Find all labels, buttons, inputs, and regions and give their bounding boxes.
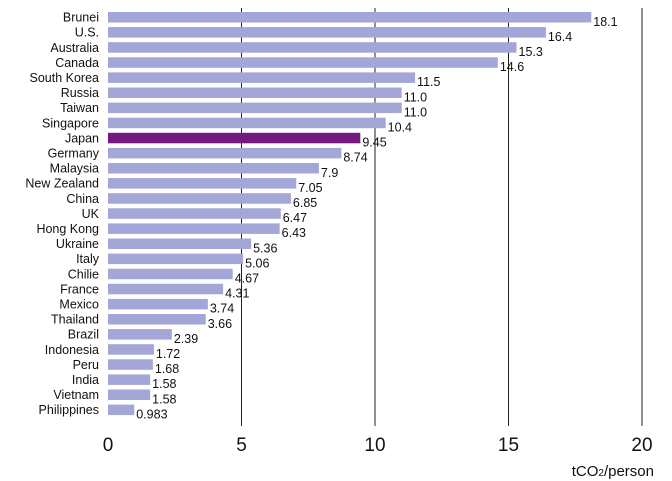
bar-ukraine xyxy=(108,238,252,249)
category-label-ukraine: Ukraine xyxy=(56,237,99,251)
bar-hong-kong xyxy=(108,223,280,234)
bar-series xyxy=(108,12,592,416)
category-label-south-korea: South Korea xyxy=(30,71,100,85)
bar-singapore xyxy=(108,117,386,129)
bar-new-zealand xyxy=(108,178,297,189)
category-label-italy: Italy xyxy=(76,252,100,266)
category-label-germany: Germany xyxy=(48,146,100,160)
category-label-thailand: Thailand xyxy=(51,313,99,327)
category-label-u-s-: U.S. xyxy=(75,26,99,40)
category-label-taiwan: Taiwan xyxy=(60,101,99,115)
value-label-china: 6.85 xyxy=(293,196,317,210)
bar-australia xyxy=(108,42,517,53)
bar-indonesia xyxy=(108,344,154,355)
bar-u-s- xyxy=(108,27,546,38)
bar-vietnam xyxy=(108,389,151,400)
value-label-france: 4.31 xyxy=(225,287,249,301)
bar-malaysia xyxy=(108,163,319,174)
x-tick-labels: 0 5 10 15 20 xyxy=(103,435,653,456)
bar-mexico xyxy=(108,298,208,310)
category-label-vietnam: Vietnam xyxy=(53,388,99,402)
bar-philippines xyxy=(108,404,135,416)
x-tick-label-15: 15 xyxy=(498,435,519,456)
value-label-russia: 11.0 xyxy=(404,90,427,104)
x-tick-label-5: 5 xyxy=(236,435,247,456)
x-axis-unit-label: tCO2/person xyxy=(572,463,654,480)
category-label-brunei: Brunei xyxy=(63,11,99,25)
bar-japan xyxy=(108,132,361,144)
bar-brazil xyxy=(108,329,172,340)
value-labels: 18.116.415.314.611.511.011.010.49.458.74… xyxy=(136,15,617,422)
category-label-peru: Peru xyxy=(73,358,99,372)
category-label-mexico: Mexico xyxy=(59,297,99,311)
value-label-taiwan: 11.0 xyxy=(404,105,427,119)
bar-india xyxy=(108,374,151,385)
category-label-indonesia: Indonesia xyxy=(45,343,99,357)
category-label-malaysia: Malaysia xyxy=(50,162,99,176)
x-tick-label-20: 20 xyxy=(631,435,652,456)
value-label-uk: 6.47 xyxy=(283,211,307,225)
x-tick-label-10: 10 xyxy=(364,435,385,456)
category-label-singapore: Singapore xyxy=(42,116,99,130)
value-label-malaysia: 7.9 xyxy=(321,166,338,180)
value-label-indonesia: 1.72 xyxy=(156,347,180,361)
bar-peru xyxy=(108,359,153,370)
bar-germany xyxy=(108,147,342,159)
category-label-new-zealand: New Zealand xyxy=(25,177,99,191)
value-label-india: 1.58 xyxy=(152,377,176,391)
bar-south-korea xyxy=(108,72,416,83)
category-label-japan: Japan xyxy=(65,131,99,145)
bar-brunei xyxy=(108,12,592,23)
value-label-italy: 5.06 xyxy=(245,256,269,270)
bar-italy xyxy=(108,253,244,265)
value-label-new-zealand: 7.05 xyxy=(298,181,322,195)
bar-thailand xyxy=(108,314,206,325)
bar-france xyxy=(108,283,224,295)
value-label-vietnam: 1.58 xyxy=(152,392,176,406)
category-label-china: China xyxy=(66,192,99,206)
category-label-canada: Canada xyxy=(55,56,99,70)
value-label-mexico: 3.74 xyxy=(210,302,234,316)
value-label-canada: 14.6 xyxy=(500,60,524,74)
value-label-ukraine: 5.36 xyxy=(253,241,277,255)
category-label-russia: Russia xyxy=(61,86,99,100)
value-label-chilie: 4.67 xyxy=(235,271,259,285)
value-label-u-s-: 16.4 xyxy=(548,30,572,44)
category-label-india: India xyxy=(72,373,99,387)
category-label-australia: Australia xyxy=(50,41,99,55)
value-label-philippines: 0.983 xyxy=(136,407,167,421)
value-label-australia: 15.3 xyxy=(519,45,543,59)
value-label-japan: 9.45 xyxy=(362,136,386,150)
value-label-brunei: 18.1 xyxy=(593,15,617,29)
category-label-hong-kong: Hong Kong xyxy=(36,222,99,236)
value-label-south-korea: 11.5 xyxy=(417,75,440,89)
value-label-germany: 8.74 xyxy=(343,151,367,165)
bar-canada xyxy=(108,57,498,68)
value-label-peru: 1.68 xyxy=(155,362,179,376)
x-tick-label-0: 0 xyxy=(103,435,114,456)
bar-taiwan xyxy=(108,102,402,114)
value-label-brazil: 2.39 xyxy=(174,332,198,346)
value-label-thailand: 3.66 xyxy=(208,317,232,331)
bar-china xyxy=(108,193,291,204)
bar-chilie xyxy=(108,268,233,280)
category-label-philippines: Philippines xyxy=(39,403,99,417)
category-label-brazil: Brazil xyxy=(68,328,99,342)
bar-russia xyxy=(108,87,402,98)
category-label-france: France xyxy=(60,282,99,296)
value-label-singapore: 10.4 xyxy=(388,120,412,134)
bar-uk xyxy=(108,208,281,219)
value-label-hong-kong: 6.43 xyxy=(282,226,306,240)
category-label-chilie: Chilie xyxy=(68,267,99,281)
category-label-uk: UK xyxy=(82,207,100,221)
